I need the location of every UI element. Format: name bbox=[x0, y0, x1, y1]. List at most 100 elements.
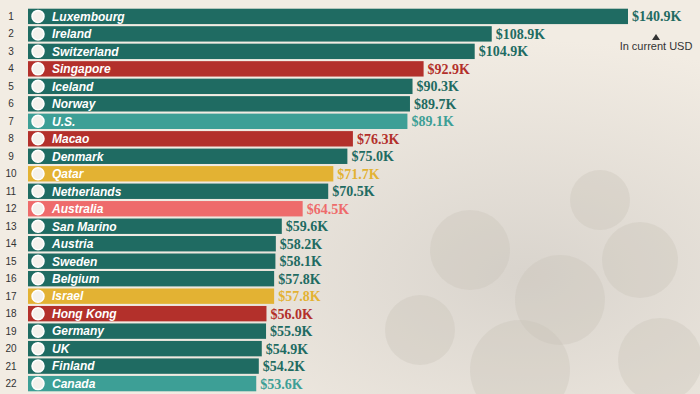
bar bbox=[28, 376, 256, 391]
value-label: $57.8K bbox=[278, 289, 321, 304]
value-label: $71.7K bbox=[337, 167, 380, 182]
value-label: $57.8K bbox=[278, 272, 321, 287]
bar bbox=[28, 26, 492, 41]
bars bbox=[28, 9, 628, 392]
rank-label: 20 bbox=[5, 343, 17, 354]
crowd-blob bbox=[618, 318, 700, 394]
flag-icon bbox=[32, 325, 44, 337]
flag-icon bbox=[32, 115, 44, 127]
crowd-blob bbox=[470, 320, 570, 394]
bar bbox=[28, 254, 275, 269]
value-label: $76.3K bbox=[357, 132, 400, 147]
value-label: $108.9K bbox=[496, 27, 546, 42]
bar bbox=[28, 288, 274, 303]
category-label: San Marino bbox=[52, 220, 117, 234]
category-label: Germany bbox=[52, 324, 105, 338]
value-label: $140.9K bbox=[632, 9, 682, 24]
rank-label: 10 bbox=[5, 168, 17, 179]
value-label: $59.6K bbox=[286, 219, 329, 234]
value-label: $58.2K bbox=[280, 237, 323, 252]
flag-icon bbox=[32, 343, 44, 355]
bar bbox=[28, 44, 475, 59]
flag-icon bbox=[32, 168, 44, 180]
value-label: $75.0K bbox=[351, 149, 394, 164]
rank-label: 2 bbox=[8, 28, 14, 39]
value-label: $90.3K bbox=[417, 79, 460, 94]
value-label: $54.9K bbox=[266, 342, 309, 357]
category-label: Macao bbox=[52, 132, 89, 146]
flag-icon bbox=[32, 150, 44, 162]
value-label: $89.1K bbox=[411, 114, 454, 129]
bar bbox=[28, 184, 328, 199]
flag-icon bbox=[32, 28, 44, 40]
crowd-blob bbox=[385, 295, 455, 365]
flag-icon bbox=[32, 308, 44, 320]
bar bbox=[28, 271, 274, 286]
bar bbox=[28, 149, 347, 164]
flag-icon bbox=[32, 360, 44, 372]
annotation: In current USD bbox=[620, 40, 693, 52]
crowd-blob bbox=[602, 222, 678, 298]
category-label: Ireland bbox=[52, 27, 92, 41]
category-label: Luxembourg bbox=[52, 10, 125, 24]
rank-label: 19 bbox=[5, 326, 17, 337]
flag-icon bbox=[32, 63, 44, 75]
rank-label: 16 bbox=[5, 273, 17, 284]
rank-label: 14 bbox=[5, 238, 17, 249]
flag-icon bbox=[32, 45, 44, 57]
bar bbox=[28, 341, 262, 356]
rank-label: 5 bbox=[8, 81, 14, 92]
category-label: Denmark bbox=[52, 150, 105, 164]
bar bbox=[28, 306, 266, 321]
value-label: $53.6K bbox=[260, 377, 303, 392]
category-label: Switzerland bbox=[52, 45, 119, 59]
value-label: $55.9K bbox=[270, 324, 313, 339]
rank-label: 3 bbox=[8, 46, 14, 57]
category-label: Canada bbox=[52, 377, 96, 391]
rank-label: 7 bbox=[8, 116, 14, 127]
value-label: $58.1K bbox=[279, 254, 322, 269]
background-crowd bbox=[385, 170, 700, 394]
value-label: $92.9K bbox=[428, 62, 471, 77]
rank-label: 8 bbox=[8, 133, 14, 144]
bar bbox=[28, 9, 628, 24]
value-label: $56.0K bbox=[270, 307, 313, 322]
category-label: Hong Kong bbox=[52, 307, 117, 321]
rank-label: 4 bbox=[8, 63, 14, 74]
category-label: Singapore bbox=[52, 62, 111, 76]
bar bbox=[28, 96, 410, 111]
rank-label: 15 bbox=[5, 256, 17, 267]
category-label: U.S. bbox=[52, 115, 75, 129]
flag-icon bbox=[32, 203, 44, 215]
crowd-blob bbox=[430, 210, 510, 290]
bar bbox=[28, 323, 266, 338]
labels: 12345678910111213141516171819202122Luxem… bbox=[5, 9, 692, 391]
category-label: Finland bbox=[52, 359, 95, 373]
flag-icon bbox=[32, 220, 44, 232]
value-label: $54.2K bbox=[263, 359, 306, 374]
category-label: Israel bbox=[52, 289, 84, 303]
category-label: Qatar bbox=[52, 167, 85, 181]
bar bbox=[28, 236, 276, 251]
bar bbox=[28, 114, 407, 129]
flag-icon bbox=[32, 98, 44, 110]
category-label: Austria bbox=[51, 237, 94, 251]
flag-icon bbox=[32, 238, 44, 250]
bar bbox=[28, 166, 333, 181]
flag-icon bbox=[32, 290, 44, 302]
category-label: Netherlands bbox=[52, 185, 122, 199]
bar bbox=[28, 201, 303, 216]
value-label: $104.9K bbox=[479, 44, 529, 59]
bar bbox=[28, 219, 282, 234]
flag-icon bbox=[32, 185, 44, 197]
bar bbox=[28, 61, 424, 76]
rank-label: 17 bbox=[5, 291, 17, 302]
flag-icon bbox=[32, 80, 44, 92]
rank-label: 12 bbox=[5, 203, 17, 214]
rank-label: 13 bbox=[5, 221, 17, 232]
category-label: Australia bbox=[51, 202, 104, 216]
category-label: Iceland bbox=[52, 80, 94, 94]
rank-label: 9 bbox=[8, 151, 14, 162]
category-label: Belgium bbox=[52, 272, 100, 286]
value-label: $64.5K bbox=[307, 202, 350, 217]
